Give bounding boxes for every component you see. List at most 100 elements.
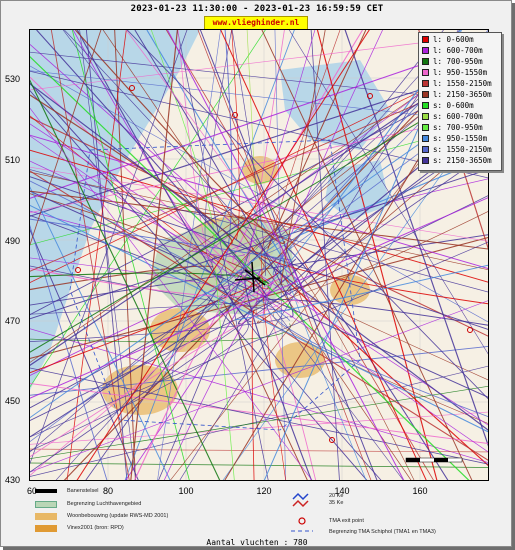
tma-exit-label: TMA exit point xyxy=(329,518,364,524)
tma-exit-icon xyxy=(298,517,306,525)
legend-swatch xyxy=(422,58,429,65)
flight-track xyxy=(30,193,270,290)
flight-track xyxy=(30,30,266,388)
legend-item: l: 2150-3650m xyxy=(422,90,502,100)
flight-track xyxy=(212,42,488,249)
flight-track xyxy=(30,107,313,480)
flight-track xyxy=(220,30,427,480)
flight-track xyxy=(30,79,221,480)
flight-track xyxy=(30,367,488,465)
flight-track xyxy=(30,83,488,431)
flight-track xyxy=(30,123,488,426)
map-canvas xyxy=(30,30,488,480)
flight-track xyxy=(30,166,488,242)
kv-contour-icon xyxy=(292,492,309,508)
flight-track xyxy=(157,30,221,480)
legend-swatch xyxy=(422,91,429,98)
legend-swatch xyxy=(422,80,429,87)
flight-track xyxy=(30,267,276,298)
flight-track xyxy=(30,300,299,458)
flight-track xyxy=(30,346,488,396)
flight-track xyxy=(30,257,253,300)
legend-item: s: 600-700m xyxy=(422,112,502,122)
site-badge[interactable]: www.vlieghinder.nl xyxy=(204,16,308,30)
flight-track xyxy=(130,30,178,480)
flight-track xyxy=(30,385,488,460)
flight-track xyxy=(114,30,136,480)
runway-label: Banenstelsel xyxy=(67,488,99,494)
legend-swatch xyxy=(422,113,429,120)
flight-track xyxy=(165,30,434,480)
x-tick-label: 120 xyxy=(256,486,272,496)
flight-track xyxy=(263,30,461,287)
flight-track xyxy=(297,157,488,237)
flight-track xyxy=(30,224,108,480)
scale-bar xyxy=(405,457,463,463)
legend-swatch xyxy=(422,146,429,153)
flight-track xyxy=(251,309,256,480)
flight-track xyxy=(30,275,295,476)
flight-track xyxy=(261,240,286,480)
flight-track xyxy=(30,30,188,465)
time-range-title: 2023-01-23 11:30:00 - 2023-01-23 16:59:5… xyxy=(130,4,384,14)
flight-track xyxy=(255,298,488,326)
legend-item: l: 700-950m xyxy=(422,57,502,67)
y-tick-label: 450 xyxy=(5,396,21,406)
x-tick-label: 160 xyxy=(412,486,428,496)
legend-item: l: 1550-2150m xyxy=(422,79,502,89)
runways xyxy=(234,261,266,293)
flight-track xyxy=(261,30,473,480)
flight-track xyxy=(266,300,488,417)
flight-track xyxy=(30,448,488,453)
x-tick-label: 100 xyxy=(178,486,194,496)
housing-label: Woonbebouwing (update RWS-MD 2001) xyxy=(67,513,169,519)
flight-track xyxy=(177,30,229,290)
flight-track xyxy=(241,211,488,307)
flight-track xyxy=(30,30,102,247)
flight-track xyxy=(66,30,127,480)
runway-swatch xyxy=(35,489,57,493)
y-tick-label: 530 xyxy=(5,74,21,84)
flight-track xyxy=(30,302,232,315)
flight-track xyxy=(30,65,488,323)
y-tick-label: 470 xyxy=(5,316,21,326)
x-tick-label: 80 xyxy=(102,486,113,496)
legend-item: l: 600-700m xyxy=(422,46,502,56)
legend-swatch xyxy=(422,69,429,76)
tma-boundary-label: Begrenzing TMA Schiphol (TMA1 en TMA3) xyxy=(329,529,436,535)
flight-track xyxy=(280,30,326,286)
map-key: Banenstelsel Begrenzing Luchthavengebied… xyxy=(29,488,489,539)
airport-zone-swatch xyxy=(35,501,57,508)
legend-swatch xyxy=(422,135,429,142)
flight-track xyxy=(30,210,246,257)
flight-track xyxy=(235,264,488,321)
legend-item: l: 950-1550m xyxy=(422,68,502,78)
vinex-label: Vinex2001 (bron: RPD) xyxy=(67,525,124,531)
tma-exit-points xyxy=(75,85,473,443)
flight-track xyxy=(213,30,233,276)
flight-track xyxy=(237,30,316,279)
flight-track xyxy=(30,228,139,480)
housing-swatch xyxy=(35,513,57,520)
flight-track xyxy=(30,383,488,445)
altitude-legend: l: 0-600m l: 600-700m l: 700-950m l: 950… xyxy=(418,32,502,171)
flight-track xyxy=(30,151,488,473)
flight-track xyxy=(30,94,233,245)
flight-track xyxy=(197,30,372,480)
flight-track xyxy=(30,322,249,452)
flight-track xyxy=(282,254,367,480)
flight-track xyxy=(199,30,378,480)
flight-track xyxy=(166,30,405,480)
legend-item: s: 1550-2150m xyxy=(422,145,502,155)
x-tick-label: 140 xyxy=(334,486,350,496)
north-sea xyxy=(30,30,200,390)
flight-track xyxy=(158,237,252,480)
legend-swatch xyxy=(422,157,429,164)
x-tick-label: 60 xyxy=(26,486,37,496)
flight-track xyxy=(64,30,292,295)
flight-track xyxy=(126,30,488,400)
kv-20-label: 20 Ke xyxy=(329,493,344,499)
flight-track xyxy=(310,30,340,480)
flight-track xyxy=(30,316,289,342)
